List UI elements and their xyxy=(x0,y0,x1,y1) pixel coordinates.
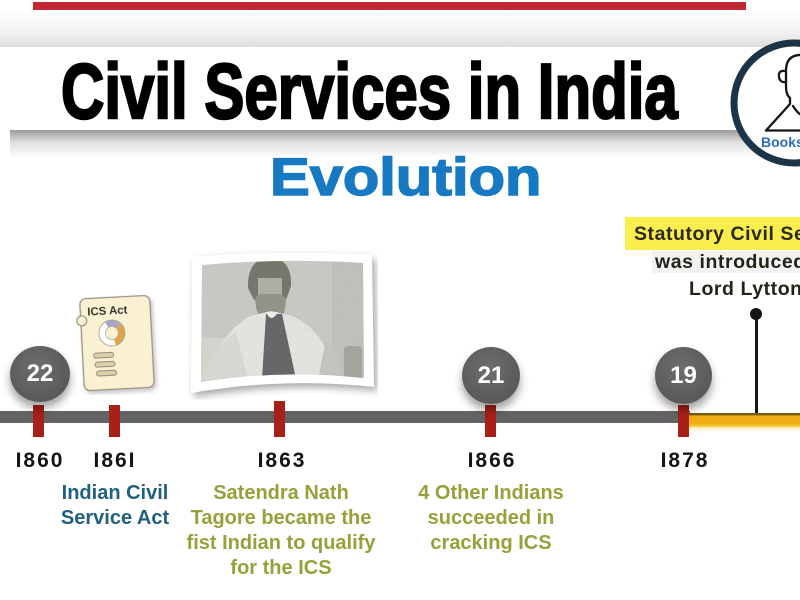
svg-text:Booksta: Booksta xyxy=(761,134,800,150)
svg-text:ICS Act: ICS Act xyxy=(87,304,128,318)
